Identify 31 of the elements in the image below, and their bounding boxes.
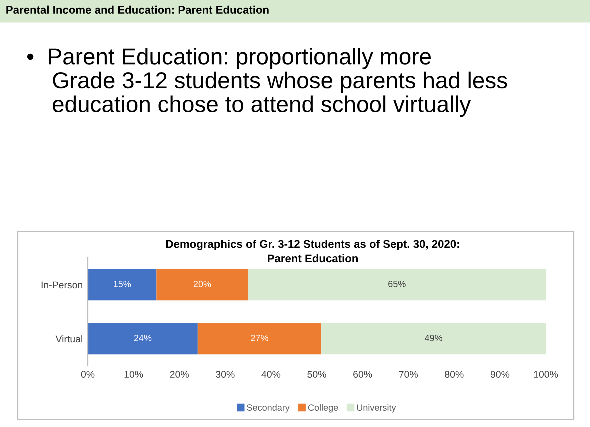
bar bbox=[88, 323, 198, 355]
bar bbox=[198, 323, 322, 355]
data-label: 15% bbox=[114, 281, 132, 288]
x-tick-label: 30% bbox=[216, 371, 235, 378]
x-tick-label: 0% bbox=[81, 371, 95, 378]
text: • Parent Education: proportionally more Grade 3-12 students whose parents had less education chose to attend school virtually bbox=[27, 48, 508, 118]
data-label: 24% bbox=[134, 335, 152, 342]
data-label: 49% bbox=[424, 335, 443, 342]
bar bbox=[248, 269, 546, 301]
legend-label: University bbox=[357, 404, 396, 413]
data-label: 27% bbox=[251, 335, 268, 342]
x-tick-label: 90% bbox=[490, 371, 510, 378]
data-label: 20% bbox=[194, 281, 212, 288]
y-tick-label: In-Person bbox=[42, 282, 83, 289]
x-tick-label: 20% bbox=[170, 371, 189, 378]
legend-label: Secondary bbox=[247, 404, 290, 413]
x-tick-label: 100% bbox=[534, 371, 558, 378]
bar bbox=[322, 323, 546, 355]
text: Parental Income and Education: Parent Education bbox=[6, 6, 269, 14]
bar bbox=[156, 269, 248, 301]
x-tick-label: 40% bbox=[262, 371, 281, 378]
legend-label: College bbox=[308, 404, 338, 413]
x-tick-label: 50% bbox=[308, 371, 326, 378]
y-tick-label: Virtual bbox=[56, 335, 82, 343]
chart-title: Demographics of Gr. 3-12 Students as of Sept. 30, 2020: Parent Education bbox=[166, 240, 460, 263]
x-tick-label: 10% bbox=[124, 371, 144, 378]
x-tick-label: 80% bbox=[445, 371, 464, 378]
x-tick-label: 70% bbox=[399, 371, 418, 378]
bar bbox=[88, 269, 157, 301]
x-tick-label: 60% bbox=[354, 371, 372, 378]
data-label: 65% bbox=[388, 281, 406, 288]
